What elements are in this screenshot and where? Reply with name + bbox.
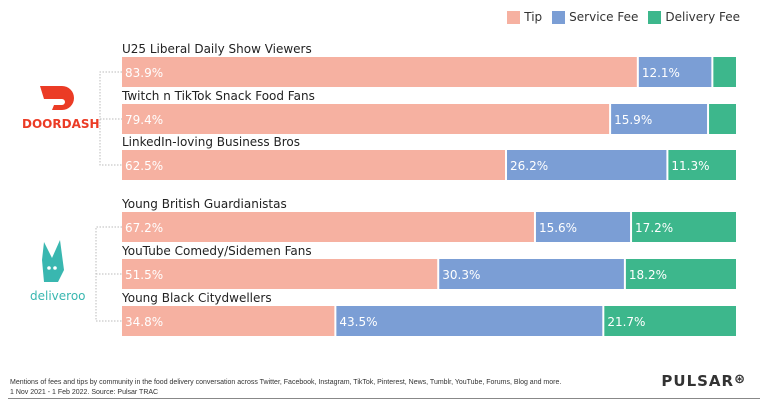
category-label: Young Black Citydwellers bbox=[121, 291, 272, 305]
doordash-logo: DOORDASH bbox=[22, 86, 100, 131]
bar-segment-service-fee bbox=[535, 212, 631, 242]
data-label: 43.5% bbox=[339, 315, 377, 329]
bar-segment-tip bbox=[122, 259, 438, 289]
legend-swatch bbox=[507, 10, 521, 24]
category-label: YouTube Comedy/Sidemen Fans bbox=[121, 244, 312, 258]
data-label: 26.2% bbox=[510, 159, 548, 173]
bar-segment-delivery-fee bbox=[604, 306, 736, 336]
footnote-line-2: 1 Nov 2021 - 1 Feb 2022. Source: Pulsar … bbox=[10, 389, 159, 396]
stacked-bar-chart: U25 Liberal Daily Show Viewers 83.9% 12.1%… bbox=[95, 42, 736, 336]
footer-divider bbox=[8, 398, 760, 399]
data-label: 67.2% bbox=[125, 221, 163, 235]
bar-segment-delivery-fee bbox=[632, 212, 736, 242]
bar-segment-service-fee bbox=[638, 57, 712, 87]
bar-segment-tip bbox=[122, 212, 534, 242]
legend-label: Delivery Fee bbox=[665, 10, 740, 24]
legend-swatch bbox=[648, 10, 662, 24]
legend: Tip Service Fee Delivery Fee bbox=[507, 10, 740, 24]
bar-segment-delivery-fee bbox=[713, 57, 736, 87]
bar-segment-service-fee bbox=[611, 104, 708, 134]
footnote-line-1: Mentions of fees and tips by community i… bbox=[10, 379, 562, 386]
category-label: Twitch n TikTok Snack Food Fans bbox=[121, 89, 315, 103]
bar-segment-service-fee bbox=[507, 150, 667, 180]
bar-segment-delivery-fee bbox=[625, 259, 736, 289]
legend-tip: Tip bbox=[507, 10, 542, 24]
group-bracket bbox=[99, 71, 122, 166]
data-label: 17.2% bbox=[635, 221, 673, 235]
bar-segment-delivery-fee bbox=[709, 104, 736, 134]
bar-segment-service-fee bbox=[336, 306, 603, 336]
data-label: 79.4% bbox=[125, 113, 163, 127]
data-label: 15.9% bbox=[614, 113, 652, 127]
legend-delivery-fee: Delivery Fee bbox=[648, 10, 740, 24]
bar-segment-tip bbox=[122, 104, 610, 134]
category-label: LinkedIn-loving Business Bros bbox=[122, 135, 300, 149]
data-label: 18.2% bbox=[629, 268, 667, 282]
legend-service-fee: Service Fee bbox=[552, 10, 638, 24]
data-label: 51.5% bbox=[125, 268, 163, 282]
data-label: 12.1% bbox=[642, 66, 680, 80]
data-label: 34.8% bbox=[125, 315, 163, 329]
data-label: 83.9% bbox=[125, 66, 163, 80]
deliveroo-logo: deliveroo bbox=[30, 240, 86, 303]
data-label: 21.7% bbox=[607, 315, 645, 329]
bar-segment-delivery-fee bbox=[668, 150, 736, 180]
legend-label: Service Fee bbox=[569, 10, 639, 24]
data-label: 62.5% bbox=[125, 159, 163, 173]
bar-segment-service-fee bbox=[439, 259, 624, 289]
bar-segment-tip bbox=[122, 306, 335, 336]
legend-swatch bbox=[552, 10, 566, 24]
category-label: U25 Liberal Daily Show Viewers bbox=[122, 42, 312, 56]
bar-segment-tip bbox=[122, 150, 505, 180]
data-label: 15.6% bbox=[539, 221, 577, 235]
data-label: 11.3% bbox=[671, 159, 709, 173]
bar-segment-tip bbox=[122, 57, 637, 87]
data-label: 30.3% bbox=[442, 268, 480, 282]
footnote: Mentions of fees and tips by community i… bbox=[10, 378, 561, 398]
svg-text:DOORDASH: DOORDASH bbox=[22, 117, 100, 131]
pulsar-logo: PULSAR⊛ bbox=[661, 372, 746, 390]
svg-text:deliveroo: deliveroo bbox=[30, 289, 86, 303]
category-label: Young British Guardianistas bbox=[121, 197, 287, 211]
legend-label: Tip bbox=[524, 10, 543, 24]
